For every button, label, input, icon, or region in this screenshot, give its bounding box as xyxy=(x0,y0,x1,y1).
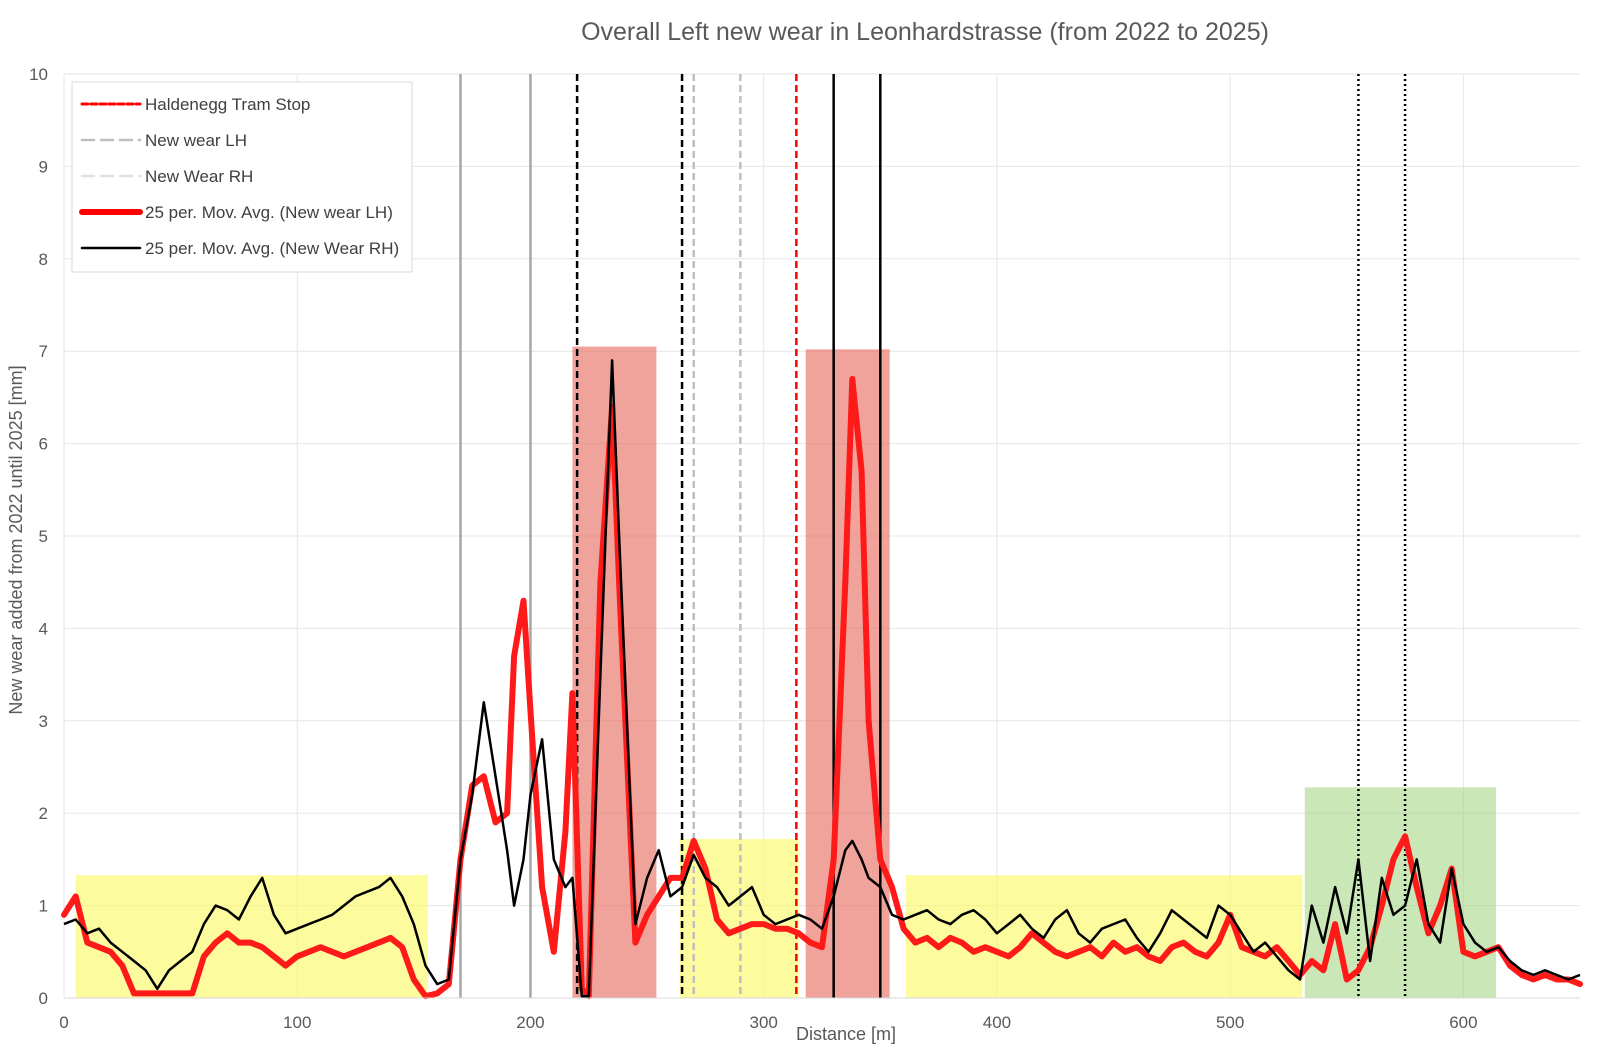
x-tick-label: 300 xyxy=(750,1013,778,1032)
y-tick-label: 7 xyxy=(39,342,48,361)
legend-entry-label: New wear LH xyxy=(145,131,247,150)
highlight-regions xyxy=(75,346,1497,999)
y-tick-label: 10 xyxy=(29,65,48,84)
legend-entry-label: New Wear RH xyxy=(145,167,253,186)
legend-entry-label: Haldenegg Tram Stop xyxy=(145,95,310,114)
y-tick-label: 9 xyxy=(39,157,48,176)
y-tick-label: 2 xyxy=(39,804,48,823)
y-axis-label: New wear added from 2022 until 2025 [mm] xyxy=(6,365,26,714)
x-tick-label: 500 xyxy=(1216,1013,1244,1032)
legend-entry-label: 25 per. Mov. Avg. (New wear LH) xyxy=(145,203,393,222)
x-tick-label: 0 xyxy=(59,1013,68,1032)
y-tick-label: 8 xyxy=(39,250,48,269)
y-tick-label: 6 xyxy=(39,435,48,454)
x-axis-label: Distance [m] xyxy=(796,1024,896,1044)
series-line-lh-moving-average xyxy=(61,375,1583,1000)
series-line-rh-moving-average xyxy=(63,359,1581,998)
x-tick-label: 100 xyxy=(283,1013,311,1032)
series-lines xyxy=(61,359,1583,1000)
y-tick-label: 0 xyxy=(39,989,48,1008)
legend: Haldenegg Tram Stop New wear LH New Wear R… xyxy=(71,81,413,273)
x-tick-label: 600 xyxy=(1449,1013,1477,1032)
y-tick-label: 1 xyxy=(39,897,48,916)
y-tick-label: 4 xyxy=(39,619,48,638)
y-tick-label: 5 xyxy=(39,527,48,546)
x-tick-label: 400 xyxy=(983,1013,1011,1032)
x-tick-label: 200 xyxy=(516,1013,544,1032)
legend-entry-label: 25 per. Mov. Avg. (New Wear RH) xyxy=(145,239,399,258)
y-tick-label: 3 xyxy=(39,712,48,731)
chart-title: Overall Left new wear in Leonhardstrasse… xyxy=(581,18,1269,46)
